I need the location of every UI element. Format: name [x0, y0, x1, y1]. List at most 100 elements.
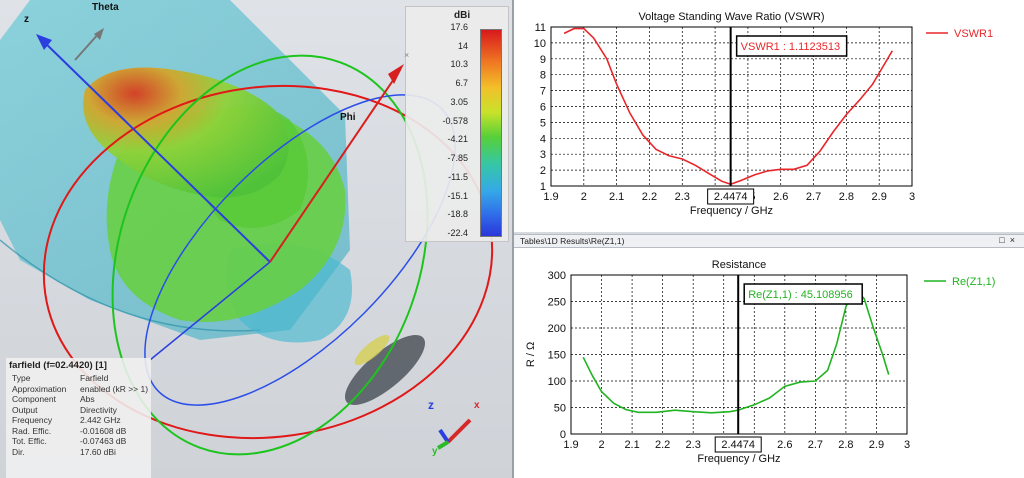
close-icon[interactable]: ×	[1009, 235, 1020, 245]
chart-title: Resistance	[712, 259, 766, 271]
info-value: Abs	[80, 394, 95, 404]
x-tick-label: 2.7	[806, 191, 821, 203]
y-tick-label: 4	[540, 133, 546, 145]
info-row: Frequency 2.442 GHz	[10, 415, 150, 426]
colorbar-gradient	[480, 29, 502, 237]
y-tick-label: 6	[540, 102, 546, 114]
x-tick-label: 2	[598, 439, 604, 451]
info-row: Output Directivity	[10, 405, 150, 416]
x-tick-label: 2.1	[624, 439, 639, 451]
info-row: Dir. 17.60 dBi	[10, 447, 150, 458]
colorbar-tick-label: 3.05	[450, 96, 468, 107]
marker-x-label: 2.4474	[721, 439, 755, 451]
x-tick-label: 2.6	[777, 439, 792, 451]
x-tick-label: 2.8	[839, 191, 854, 203]
y-tick-label: 8	[540, 70, 546, 82]
x-axis-label: Frequency / GHz	[697, 453, 780, 465]
farfield-info-title: farfield (f=02.4420) [1]	[9, 360, 107, 371]
colorbar-tick-label: -22.4	[447, 228, 468, 238]
x-axis-label: Frequency / GHz	[690, 205, 773, 217]
marker-value-label: Re(Z1,1) : 45.108956	[748, 289, 853, 301]
color-scale-legend: dBi 17.6 14 10.3 6.7 3.05 -0.578 -4.21 -7.85 -11…	[405, 6, 509, 242]
info-key: Output	[12, 404, 38, 415]
pane-splitter[interactable]	[512, 0, 514, 478]
phi-axis-label: Phi	[340, 112, 356, 123]
x-tick-label: 3	[909, 191, 915, 203]
info-key: Rad. Effic.	[12, 425, 52, 436]
info-key: Component	[12, 394, 56, 404]
farfield-info-panel: farfield (f=02.4420) [1] Type Farfield App…	[6, 358, 151, 478]
info-value: Farfield	[80, 373, 109, 383]
y-tick-label: 11	[535, 22, 546, 34]
colorbar-unit: dBi	[454, 10, 471, 21]
x-tick-label: 3	[904, 439, 910, 451]
marker-value-label: VSWR1 : 1.1123513	[741, 41, 840, 53]
maximize-icon[interactable]: □	[999, 235, 1010, 245]
info-key: Dir.	[12, 446, 25, 457]
marker-value-box	[743, 283, 863, 305]
colorbar-tick-label: -15.1	[447, 190, 468, 201]
x-tick-label: 1.9	[563, 439, 578, 451]
info-row: Type Farfield	[10, 373, 150, 384]
info-key: Type	[12, 373, 31, 383]
info-value: enabled (kR >> 1)	[80, 383, 149, 394]
y-axis-label: R / Ω	[525, 342, 537, 367]
info-key: Approximation	[12, 383, 67, 394]
x-tick-label: 2.9	[869, 439, 884, 451]
legend-label: Re(Z1,1)	[952, 276, 995, 288]
x-tick-label: 2.1	[609, 191, 624, 203]
result-window-titlebar: Tables\1D Results\Re(Z1,1) □×	[514, 234, 1024, 248]
colorbar-tick-label: -18.8	[447, 209, 468, 220]
colorbar-tick-label: -4.21	[447, 134, 468, 145]
info-value: Directivity	[80, 404, 117, 415]
y-tick-label: 200	[548, 323, 566, 335]
x-tick-label: 2.2	[642, 191, 657, 203]
x-tick-label: 2.7	[808, 439, 823, 451]
info-row: Rad. Effic. -0.01608 dB	[10, 426, 150, 437]
y-tick-label: 9	[540, 54, 546, 66]
x-tick-label: 2.6	[773, 191, 788, 203]
colorbar-tick-label: 14	[457, 40, 468, 51]
marker-x-label: 2.4474	[714, 191, 748, 203]
x-tick-label: 2.3	[675, 191, 690, 203]
series-line	[563, 27, 893, 186]
y-tick-label: 250	[548, 297, 566, 309]
cs-y-label: y	[432, 446, 438, 457]
colorbar-tick-label: 17.6	[450, 22, 468, 32]
colorbar-tick-label: 6.7	[455, 78, 468, 89]
x-tick-label: 2.3	[686, 439, 701, 451]
y-tick-label: 300	[548, 270, 566, 282]
cs-x-label: x	[474, 400, 480, 411]
marker-value-box	[735, 35, 848, 57]
farfield-pattern-canvas[interactable]	[0, 0, 512, 478]
y-tick-label: 7	[540, 86, 546, 98]
farfield-3d-view[interactable]: z Theta Phi z x y dBi 17.6 14 10.3 6.7 3.05 -…	[0, 0, 512, 478]
y-tick-label: 3	[540, 149, 546, 161]
resistance-chart[interactable]: Resistance1.922.12.22.32.42.52.62.72.82.…	[514, 248, 1024, 478]
close-icon[interactable]: ×	[404, 50, 410, 60]
x-tick-label: 2.9	[872, 191, 887, 203]
y-tick-label: 5	[540, 117, 546, 129]
y-tick-label: 100	[548, 376, 566, 388]
cs-z-label: z	[428, 398, 434, 412]
x-tick-label: 2.8	[838, 439, 853, 451]
colorbar-tick-label: -7.85	[447, 153, 468, 164]
y-tick-label: 1	[540, 181, 546, 193]
legend-label: VSWR1	[954, 28, 993, 40]
phi-circle	[111, 54, 429, 456]
y-tick-label: 10	[534, 38, 546, 50]
info-value: -0.01608 dB	[80, 425, 127, 436]
y-tick-label: 0	[560, 429, 566, 441]
info-value: 17.60 dBi	[80, 446, 116, 457]
info-key: Tot. Effic.	[12, 436, 47, 446]
colorbar-tick-label: -11.5	[448, 171, 468, 182]
y-tick-label: 2	[540, 165, 546, 177]
y-tick-label: 50	[554, 403, 566, 415]
vswr-plot-pane[interactable]: Voltage Standing Wave Ratio (VSWR) 1.9 2 2.…	[514, 0, 1024, 232]
x-tick-label: 1.9	[543, 191, 558, 203]
resistance-plot-pane[interactable]: Resistance1.922.12.22.32.42.52.62.72.82.…	[514, 248, 1024, 478]
vswr-chart[interactable]: Voltage Standing Wave Ratio (VSWR) 1.9 2 2.…	[514, 0, 1024, 232]
info-value: 2.442 GHz	[80, 415, 121, 425]
info-row: Approximation enabled (kR >> 1)	[10, 384, 150, 395]
chart-title: Voltage Standing Wave Ratio (VSWR)	[638, 11, 824, 23]
